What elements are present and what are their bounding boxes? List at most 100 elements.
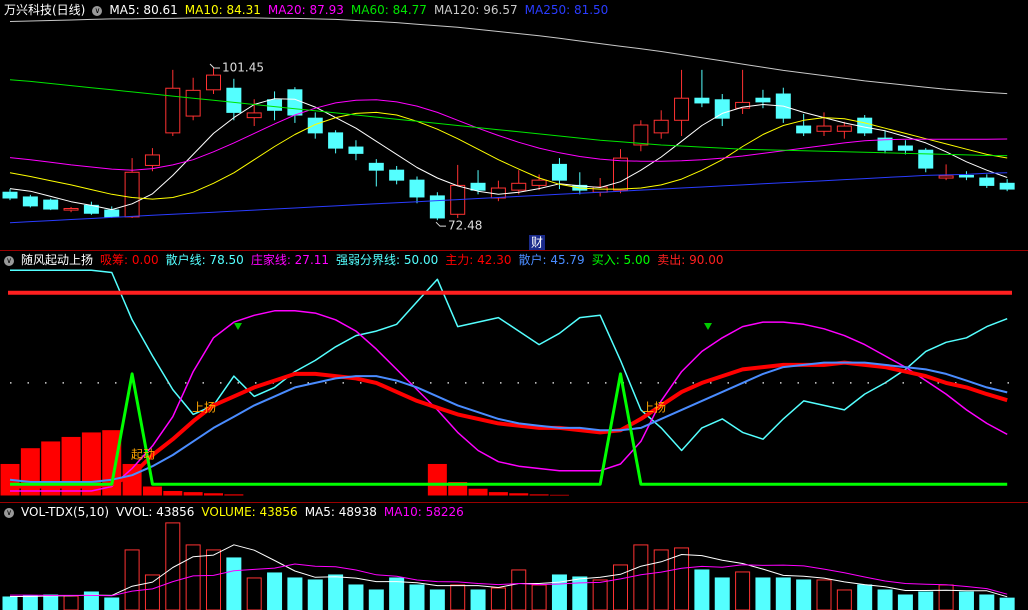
volume-bar <box>897 594 913 610</box>
legend-entry: 强弱分界线: 50.00 <box>336 253 439 267</box>
volume-bar <box>938 584 954 610</box>
volume-bar <box>2 596 18 610</box>
legend-entry: 散户: 45.79 <box>518 253 585 267</box>
volume-bar <box>592 579 608 610</box>
legend-entry: MA60: 84.77 <box>350 3 427 17</box>
volume-bar <box>389 577 405 610</box>
candle-body <box>796 125 812 134</box>
signal-triangle <box>704 323 712 330</box>
candle-body <box>328 132 344 149</box>
candle-body <box>246 112 262 119</box>
volume-bar <box>999 597 1015 610</box>
volume-bar <box>694 569 710 610</box>
volume-bar <box>43 594 59 610</box>
volume-bar <box>409 584 425 610</box>
volume-bar <box>714 577 730 610</box>
indicator-line <box>9 99 1008 171</box>
candle-body <box>63 208 79 211</box>
candle-body <box>877 137 893 151</box>
signal-label: 上扬 <box>192 400 216 415</box>
legend-entry: 庄家线: 27.11 <box>250 253 330 267</box>
signal-label: 上扬 <box>642 400 666 415</box>
accumulation-bar <box>81 432 101 496</box>
candle-body <box>653 119 669 134</box>
candle-body <box>633 124 649 146</box>
legend-entry: MA5: 48938 <box>304 505 377 519</box>
indicator-title: VOL-TDX(5,10) <box>21 505 110 519</box>
candle-body <box>958 174 974 178</box>
candle-body <box>694 97 710 104</box>
candle-body <box>429 195 445 219</box>
indicator-line <box>10 372 1008 486</box>
candle-body <box>104 209 120 218</box>
leader-arrow <box>209 63 220 69</box>
volume-bar <box>104 597 120 610</box>
candle-body <box>206 74 221 91</box>
legend-entry: 散户线: 78.50 <box>165 253 244 267</box>
volume-bar <box>429 589 445 610</box>
accumulation-bar <box>61 436 81 496</box>
volume-bar <box>267 572 283 610</box>
volume-bar <box>633 544 649 610</box>
candle-body <box>165 87 181 134</box>
candle-body <box>287 89 303 116</box>
indicator-line <box>10 269 1008 452</box>
collapse-icon[interactable]: ∨ <box>92 5 103 16</box>
candle-body <box>124 171 140 218</box>
volume-bar <box>124 549 140 610</box>
accumulation-bar <box>529 494 549 496</box>
indicator-line <box>9 172 1008 224</box>
candle-body <box>531 179 547 186</box>
candle-body <box>674 97 690 121</box>
finance-marker: 财 <box>531 236 543 250</box>
accumulation-bar <box>163 490 183 496</box>
legend-entry: VOLUME: 43856 <box>201 505 298 519</box>
volume-bar <box>979 594 995 610</box>
legend-entry: 吸筹: 0.00 <box>100 253 159 267</box>
accumulation-bar <box>183 492 203 496</box>
volume-bar <box>450 584 466 610</box>
candle-body <box>267 99 283 111</box>
indicator-line <box>10 544 1008 598</box>
candle-body <box>348 146 364 154</box>
candle-body <box>613 157 628 191</box>
collapse-icon[interactable]: ∨ <box>4 255 14 266</box>
volume-bar <box>144 574 160 610</box>
legend-entry: 主力: 42.30 <box>445 253 512 267</box>
volume-bar <box>206 549 221 610</box>
price-annotation: 101.45 <box>222 61 264 75</box>
candle-body <box>816 125 832 132</box>
price-annotation: 72.48 <box>448 219 482 233</box>
volume-bar <box>165 522 181 610</box>
volume-bar <box>348 584 364 610</box>
signal-triangle <box>234 323 242 330</box>
candle-body <box>307 117 323 134</box>
volume-bar <box>857 584 873 610</box>
volume-bar <box>816 579 832 610</box>
collapse-icon[interactable]: ∨ <box>4 507 14 518</box>
candle-body <box>226 87 242 113</box>
volume-bar <box>674 547 690 610</box>
candle-body <box>185 89 201 117</box>
volume-bar <box>918 591 934 610</box>
volume-bar <box>511 569 527 610</box>
volume-bar <box>63 595 79 610</box>
candle-body <box>22 196 38 207</box>
legend-entry: MA10: 84.31 <box>184 3 261 17</box>
candle-body <box>735 101 751 109</box>
candle-body <box>470 182 486 191</box>
legend-entry: MA10: 58226 <box>383 505 464 519</box>
volume-bar <box>572 576 588 610</box>
legend-entry: MA120: 96.57 <box>433 3 518 17</box>
volume-bar <box>226 557 242 610</box>
indicator-header: ∨ 随风起动上扬 吸筹: 0.00 散户线: 78.50 庄家线: 27.11 强弱分界线… <box>4 253 723 268</box>
volume-bar <box>755 577 771 610</box>
volume-bar <box>490 587 506 610</box>
volume-bar <box>368 589 384 610</box>
indicator-line <box>10 360 1008 489</box>
candle-body <box>999 182 1015 190</box>
legend-entry: MA250: 81.50 <box>524 3 609 17</box>
volume-bar <box>735 571 751 610</box>
indicator-title: 随风起动上扬 <box>21 253 94 267</box>
